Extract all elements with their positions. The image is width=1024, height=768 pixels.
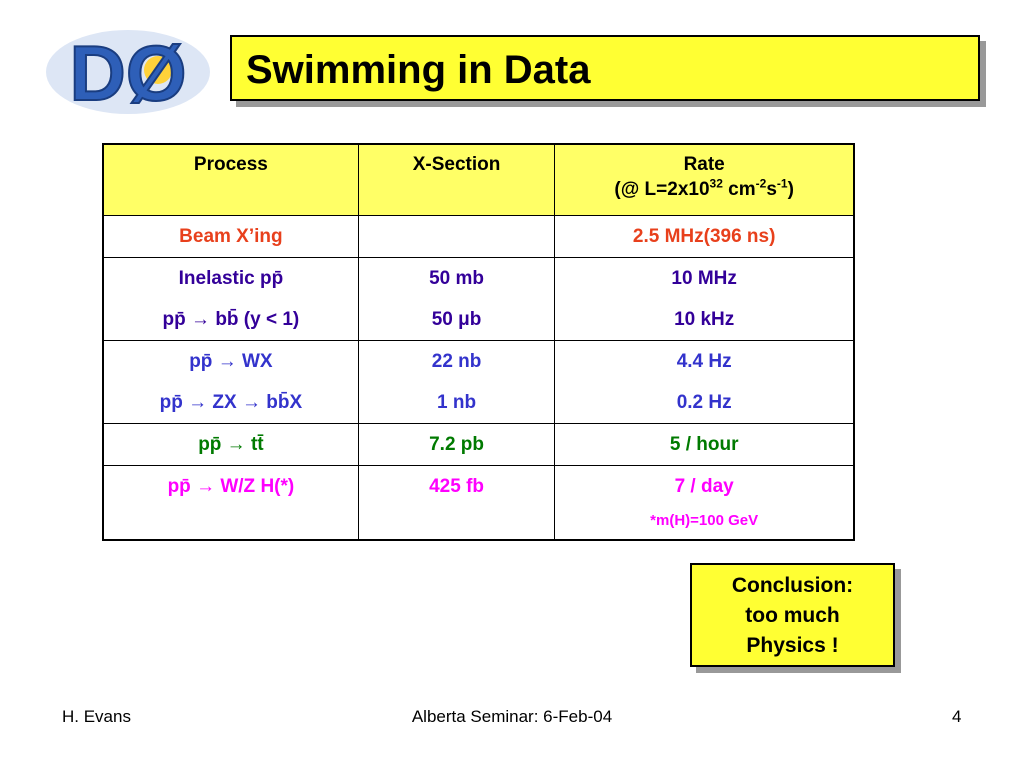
rate-text: 0.2 Hz bbox=[676, 392, 732, 413]
rate-unit-part: -1 bbox=[776, 177, 788, 191]
table-row: pp̄ → tt̄ 7.2 pb 5 / hour bbox=[102, 423, 855, 466]
rate-cell: 10 MHz 10 kHz bbox=[554, 257, 855, 341]
table-row: pp̄ → WX pp̄ → ZX → bb̄X 22 nb 1 nb 4.4 Hz 0.… bbox=[102, 340, 855, 424]
process-text: pp̄ → WX bbox=[189, 351, 273, 372]
table: Process X-Section Rate (@ L=2x1032 cm-2s-… bbox=[102, 143, 855, 541]
title: Swimming in Data bbox=[230, 35, 980, 101]
xsection-cell: 50 mb 50 μb bbox=[357, 257, 556, 341]
logo-text: DØ bbox=[70, 29, 187, 117]
process-text: pp̄ → tt̄ bbox=[198, 434, 264, 455]
table-row: pp̄ → W/Z H(*) 425 fb 7 / day *m(H)=100 GeV bbox=[102, 465, 855, 541]
header-text: Rate bbox=[683, 154, 725, 175]
rate-text: 7 / day bbox=[674, 476, 734, 497]
footer-right: 4 bbox=[952, 707, 962, 726]
header-cell: Rate (@ L=2x1032 cm-2s-1) bbox=[554, 143, 855, 216]
xsection-cell: 425 fb bbox=[357, 465, 556, 541]
process-cell: pp̄ → WX pp̄ → ZX → bb̄X bbox=[102, 340, 359, 424]
footer-center: Alberta Seminar: 6-Feb-04 bbox=[411, 707, 613, 726]
rate-unit-part: 32 bbox=[709, 177, 723, 191]
rate-unit: (@ L=2x1032 cm-2s-1) bbox=[614, 177, 794, 201]
conclusion-line: Conclusion: bbox=[731, 574, 854, 597]
logo-bg bbox=[46, 30, 210, 114]
header-text: X-Section bbox=[412, 154, 501, 175]
table-row: Inelastic pp̄ pp̄ → bb̄ (y < 1) 50 mb 50 μb… bbox=[102, 257, 855, 341]
rate-unit-part: (@ L=2x10 bbox=[614, 179, 710, 201]
process-text: pp̄ → bb̄ (y < 1) bbox=[162, 309, 300, 330]
xsection-text: 50 μb bbox=[431, 309, 482, 330]
rate-unit-part: ) bbox=[787, 179, 794, 201]
conclusion-line: too much bbox=[745, 604, 840, 627]
rate-text: 4.4 Hz bbox=[676, 351, 732, 372]
rate-unit-part: -2 bbox=[755, 177, 767, 191]
header-cell: X-Section bbox=[357, 143, 556, 216]
xsection-text: 50 mb bbox=[429, 268, 485, 289]
xsection-text: 22 nb bbox=[431, 351, 482, 372]
rate-text: 10 kHz bbox=[674, 309, 735, 330]
conclusion-line: Physics ! bbox=[746, 634, 839, 657]
process-cell: pp̄ → tt̄ bbox=[102, 423, 359, 466]
xsection-cell bbox=[357, 215, 556, 258]
process-text: Beam X’ing bbox=[179, 226, 283, 247]
xsection-text: 1 nb bbox=[437, 392, 477, 413]
rate-text: 2.5 MHz(396 ns) bbox=[632, 226, 776, 247]
header-cell: Process bbox=[102, 143, 359, 216]
process-text: pp̄ → ZX → bb̄X bbox=[159, 392, 303, 413]
rate-unit-part: cm bbox=[722, 179, 756, 201]
rate-cell: 2.5 MHz(396 ns) bbox=[554, 215, 855, 258]
process-cell: Beam X’ing bbox=[102, 215, 359, 258]
table-row: Beam X’ing 2.5 MHz(396 ns) bbox=[102, 215, 855, 258]
rate-cell: 7 / day *m(H)=100 GeV bbox=[554, 465, 855, 541]
logo-star bbox=[144, 56, 172, 84]
rate-text: 5 / hour bbox=[669, 434, 739, 455]
rate-cell: 5 / hour bbox=[554, 423, 855, 466]
rate-unit-part: s bbox=[766, 179, 777, 201]
xsection-cell: 7.2 pb bbox=[357, 423, 556, 466]
process-cell: pp̄ → W/Z H(*) bbox=[102, 465, 359, 541]
process-text: Inelastic pp̄ bbox=[178, 268, 284, 289]
process-text: pp̄ → W/Z H(*) bbox=[167, 476, 295, 497]
logo: DØ bbox=[46, 28, 210, 118]
process-cell: Inelastic pp̄ pp̄ → bb̄ (y < 1) bbox=[102, 257, 359, 341]
header-row: Process X-Section Rate (@ L=2x1032 cm-2s-… bbox=[102, 143, 855, 216]
xsection-cell: 22 nb 1 nb bbox=[357, 340, 556, 424]
header-text: Process bbox=[193, 154, 268, 175]
footer-left: H. Evans bbox=[62, 707, 131, 726]
xsection-text: 7.2 pb bbox=[429, 434, 485, 455]
xsection-text: 425 fb bbox=[429, 476, 485, 497]
rate-text: 10 MHz bbox=[671, 268, 737, 289]
rate-cell: 4.4 Hz 0.2 Hz bbox=[554, 340, 855, 424]
conclusion-box: Conclusion: too much Physics ! bbox=[690, 563, 895, 667]
rate-text: *m(H)=100 GeV bbox=[650, 512, 759, 529]
